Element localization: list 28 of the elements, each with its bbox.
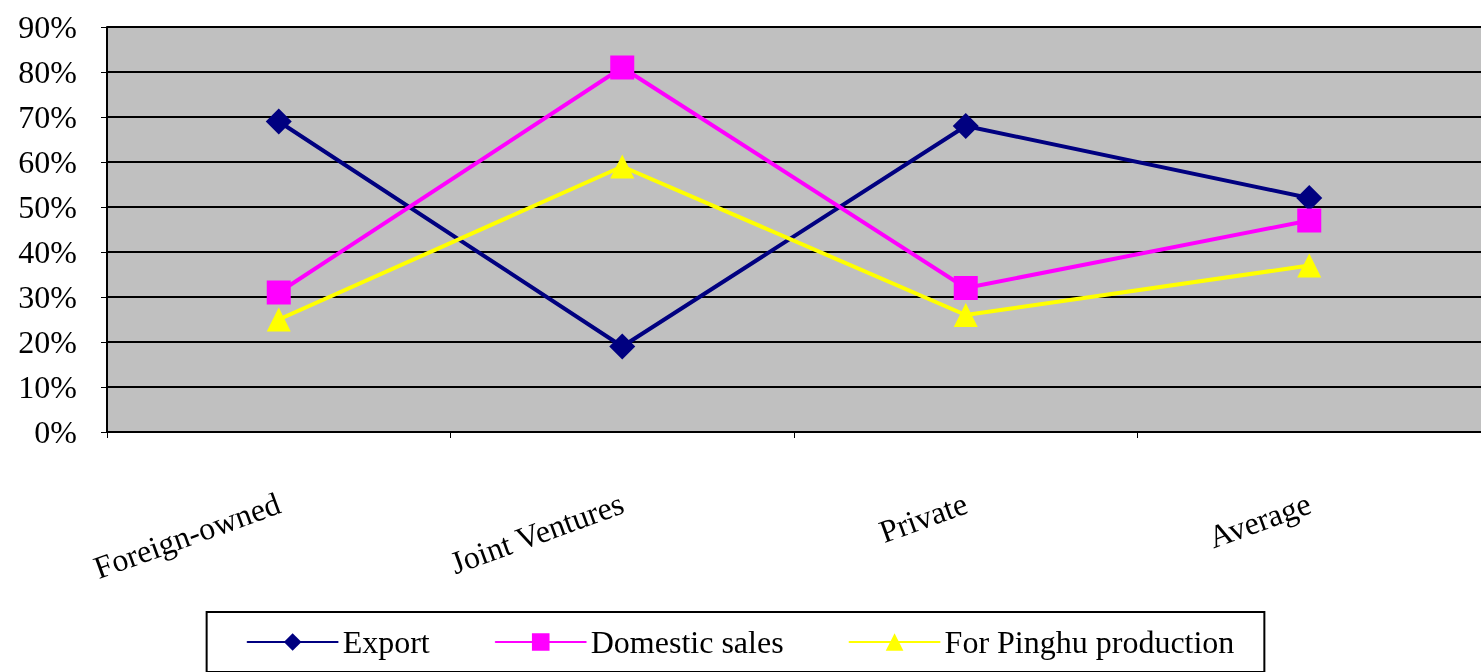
y-tick-label: 80% [18,54,77,90]
y-tick-label: 10% [18,369,77,405]
y-tick-label: 60% [18,144,77,180]
x-tick-label: Average [1203,485,1316,556]
y-tick-label: 90% [18,9,77,45]
y-tick-label: 30% [18,279,77,315]
y-tick-label: 0% [34,414,77,450]
y-tick-label: 20% [18,324,77,360]
point [265,108,292,135]
point [266,307,291,332]
y-tick-label: 40% [18,234,77,270]
x-tick-label: Joint Ventures [445,485,629,582]
y-tick-label: 50% [18,189,77,225]
point [953,276,978,300]
point [1297,253,1322,278]
legend-label: Domestic sales [590,624,784,660]
point [1296,185,1323,211]
legend-label: For Pinghu production [944,624,1235,660]
point [952,113,979,139]
y-tick-label: 70% [18,99,77,135]
legend-label: Export [342,624,430,660]
point [953,303,978,327]
point [610,55,635,80]
point [609,333,636,360]
point [266,280,291,305]
x-tick-label: Private [874,485,972,550]
point [1297,208,1322,233]
point [610,154,635,179]
